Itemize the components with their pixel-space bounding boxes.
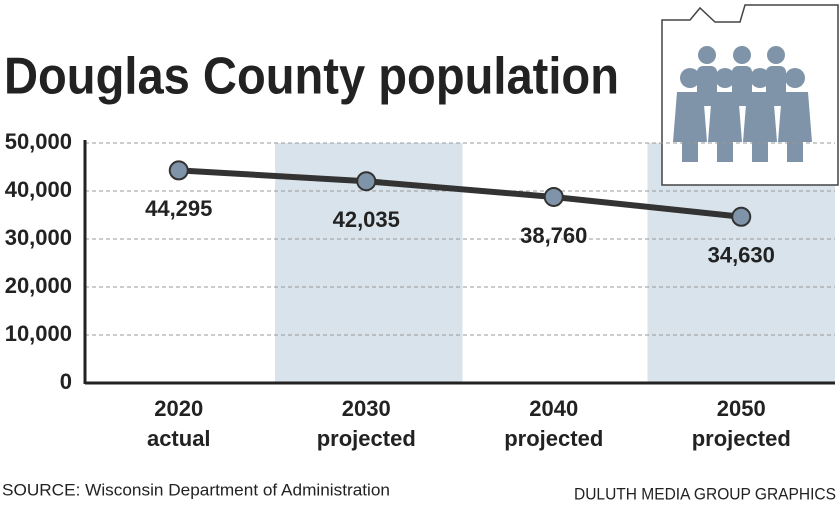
source-note: SOURCE: Wisconsin Department of Administ…: [2, 480, 390, 499]
y-tick-label: 10,000: [5, 321, 72, 346]
chart-title: Douglas County population: [4, 48, 619, 106]
x-tick-label: 2030: [342, 396, 391, 421]
data-line: [178, 167, 742, 220]
data-point: [543, 186, 564, 207]
data-point: [731, 206, 752, 227]
y-tick-label: 20,000: [5, 273, 72, 298]
people-icon: [661, 4, 839, 186]
data-label: 42,035: [333, 207, 400, 232]
x-tick-label: 2040: [529, 396, 578, 421]
y-tick-label: 40,000: [5, 177, 72, 202]
x-tick-label: 2050: [717, 396, 766, 421]
y-tick-label: 30,000: [5, 225, 72, 250]
data-label: 38,760: [520, 223, 587, 248]
y-tick-label: 0: [60, 369, 72, 394]
data-point: [356, 171, 377, 192]
data-point: [168, 160, 189, 181]
y-tick-label: 50,000: [5, 129, 72, 154]
x-tick-note: projected: [692, 426, 791, 451]
credit-note: DULUTH MEDIA GROUP GRAPHICS: [574, 484, 836, 503]
x-tick-note: actual: [147, 426, 211, 451]
x-tick-note: projected: [504, 426, 603, 451]
data-label: 34,630: [708, 243, 775, 268]
x-tick-note: projected: [317, 426, 416, 451]
x-tick-label: 2020: [154, 396, 203, 421]
data-label: 44,295: [145, 196, 212, 221]
